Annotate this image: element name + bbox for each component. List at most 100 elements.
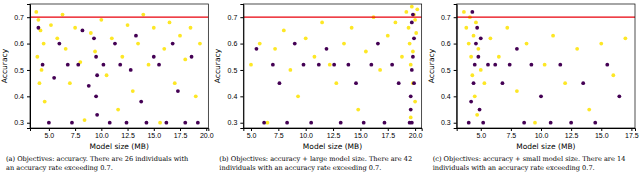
point (328, 63, 332, 67)
point (415, 7, 419, 11)
point (617, 94, 621, 98)
tick-mark (415, 128, 416, 131)
tick-label: 0.7 (14, 14, 24, 21)
tick-label: 5.0 (247, 132, 257, 139)
point (87, 84, 91, 88)
point (489, 36, 493, 40)
point (505, 26, 509, 30)
point (164, 121, 168, 125)
point (108, 121, 112, 125)
tick-label: 15.0 (595, 132, 609, 139)
tick-label: 0.7 (228, 14, 238, 21)
caption: (b) Objectives: accuracy + large model s… (219, 155, 412, 163)
point (575, 47, 579, 51)
tick-label: 10.0 (535, 132, 549, 139)
tick-label: 0.5 (441, 67, 451, 74)
point (611, 73, 615, 77)
point (470, 73, 474, 77)
point (383, 121, 387, 125)
tick-label: 0.5 (14, 67, 24, 74)
point (332, 63, 336, 67)
tick: 0.4 (441, 93, 457, 100)
point (467, 121, 471, 125)
tick-mark (454, 17, 457, 18)
tick: 0.4 (228, 93, 244, 100)
point (400, 55, 404, 59)
point (369, 63, 373, 67)
point (36, 18, 40, 22)
point (320, 21, 324, 25)
tick-mark (49, 128, 50, 131)
point (196, 121, 200, 125)
point (410, 121, 414, 125)
point (313, 55, 317, 59)
point (302, 63, 306, 67)
point (462, 10, 466, 14)
point (474, 21, 478, 25)
tick-mark (101, 128, 102, 131)
point (386, 34, 390, 38)
tick-label: 20.0 (200, 132, 214, 139)
tick-mark (206, 128, 207, 131)
tick-label: 0.6 (228, 40, 238, 47)
panel: 5.07.510.012.515.017.520.00.30.40.50.60.… (213, 4, 422, 172)
point (139, 100, 143, 104)
axis-line (27, 5, 31, 129)
point (569, 121, 573, 125)
tick-mark (154, 128, 155, 131)
point (145, 121, 149, 125)
point (362, 121, 366, 125)
point (501, 81, 505, 85)
point (70, 121, 74, 125)
point (397, 81, 401, 85)
point (118, 63, 122, 67)
point (529, 63, 533, 67)
tick-mark (360, 128, 361, 131)
point (413, 18, 417, 22)
tick-mark (454, 123, 457, 124)
tick: 0.6 (441, 40, 457, 47)
point (61, 13, 65, 17)
tick-mark (454, 70, 457, 71)
point (147, 63, 151, 67)
point (475, 113, 479, 117)
point (173, 81, 177, 85)
point (73, 26, 77, 30)
point (469, 100, 473, 104)
point (94, 55, 98, 59)
point (508, 63, 512, 67)
point (168, 21, 172, 25)
y-axis-title: Accuracy (427, 48, 436, 83)
point (407, 26, 411, 30)
point (190, 55, 194, 59)
tick: 10.0 (535, 128, 549, 139)
caption: an accuracy rate exceeding 0.7. (6, 164, 113, 172)
point (497, 55, 501, 59)
tick-mark (27, 123, 30, 124)
tick-mark (27, 44, 30, 45)
tick: 17.5 (625, 128, 639, 139)
point (356, 108, 360, 112)
tick-label: 0.3 (14, 119, 24, 126)
point (593, 121, 597, 125)
tick: 12.5 (327, 128, 341, 139)
point (549, 121, 553, 125)
point (342, 42, 346, 46)
tick: 5.0 (476, 128, 486, 139)
tick: 12.5 (121, 128, 135, 139)
tick: 0.5 (441, 67, 457, 74)
point (522, 121, 526, 125)
point (194, 94, 198, 98)
point (43, 100, 47, 104)
tick-label: 0.3 (228, 119, 238, 126)
tick-label: 5.0 (476, 132, 486, 139)
tick: 5.0 (45, 128, 55, 139)
point (49, 23, 53, 27)
point (285, 121, 289, 125)
tick-mark (240, 123, 243, 124)
point (464, 26, 468, 30)
point (278, 81, 282, 85)
point (134, 34, 138, 38)
point (120, 55, 124, 59)
point (414, 31, 418, 35)
